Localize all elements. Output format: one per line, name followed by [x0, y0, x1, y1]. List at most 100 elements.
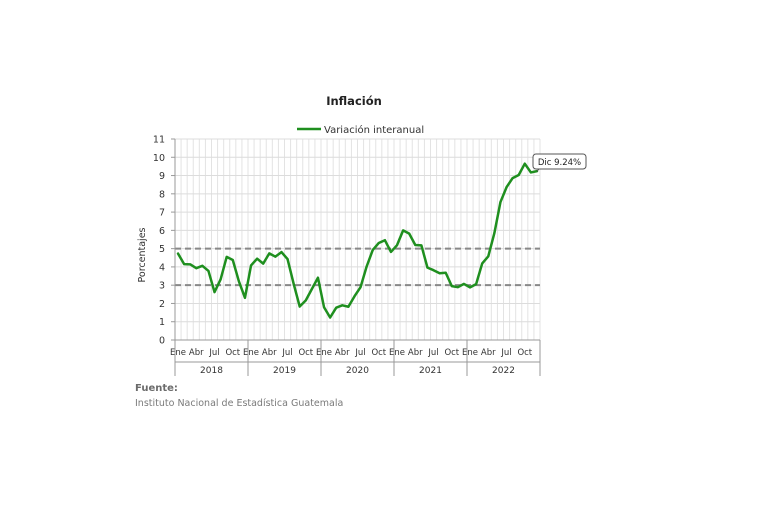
data-point: [256, 257, 258, 260]
x-tick-label: Jul: [354, 348, 365, 358]
series-layer: [176, 162, 539, 319]
data-point: [402, 229, 404, 232]
data-point: [457, 286, 459, 288]
data-point: [384, 239, 386, 242]
data-point: [329, 316, 331, 319]
data-point: [298, 305, 301, 308]
x-tick-label: Ene: [243, 348, 259, 358]
y-tick-label: 1: [159, 317, 165, 328]
x-tick-label: Oct: [298, 348, 313, 358]
data-point: [420, 244, 423, 247]
series-line-variacion-interanual: [176, 162, 539, 319]
annotation-layer: Dic 9.24%: [532, 153, 587, 172]
y-tick-label: 2: [159, 299, 165, 310]
data-point: [408, 232, 411, 235]
data-point: [286, 258, 289, 260]
data-point: [244, 296, 246, 299]
year-label: 2021: [419, 366, 442, 376]
x-tick-label: Jul: [281, 348, 292, 358]
x-tick-label: Jul: [208, 348, 219, 358]
y-tick-label: 9: [159, 171, 165, 182]
data-point: [177, 252, 179, 255]
data-point: [183, 263, 185, 265]
data-point: [469, 286, 471, 289]
data-point: [280, 251, 283, 253]
data-point: [195, 267, 198, 269]
data-point: [304, 299, 307, 302]
data-point: [238, 280, 240, 283]
x-tick-label: Abr: [335, 348, 350, 358]
y-tick-label: 0: [159, 336, 165, 347]
data-point: [523, 162, 526, 165]
x-tick-label: Oct: [444, 348, 459, 358]
grid: [174, 138, 541, 341]
data-point: [365, 265, 368, 268]
data-point: [475, 283, 477, 285]
x-tick-label: Abr: [262, 348, 277, 358]
y-tick-label: 5: [159, 244, 165, 255]
source-text: Instituto Nacional de Estadística Guatem…: [135, 398, 344, 409]
data-point: [311, 288, 313, 290]
data-point: [250, 264, 252, 267]
data-point: [517, 174, 520, 176]
y-tick-label: 6: [159, 226, 165, 237]
data-point: [530, 171, 532, 174]
data-point: [213, 291, 216, 293]
data-point: [268, 252, 271, 255]
data-point: [353, 295, 356, 298]
y-tick-label: 10: [153, 153, 165, 164]
legend-label: Variación interanual: [324, 124, 424, 136]
annotation-label: Dic 9.24%: [538, 158, 581, 168]
x-tick-label: Abr: [189, 348, 204, 358]
data-point: [481, 262, 484, 265]
data-point: [414, 244, 417, 246]
data-point: [505, 186, 508, 189]
y-tick-label: 3: [159, 281, 165, 292]
data-point: [317, 276, 319, 279]
x-tick-label: Oct: [371, 348, 386, 358]
data-point: [262, 262, 265, 265]
data-point: [371, 249, 374, 251]
y-tick-label: 11: [153, 135, 165, 146]
year-label: 2019: [273, 366, 296, 376]
source-label: Fuente:: [135, 383, 178, 394]
x-tick-label: Jul: [500, 348, 511, 358]
y-tick-label: 7: [159, 208, 165, 219]
data-point: [463, 283, 465, 285]
data-point: [390, 251, 392, 253]
x-tick-label: Abr: [408, 348, 423, 358]
data-point: [201, 265, 204, 267]
x-tick-label: Abr: [481, 348, 496, 358]
year-label: 2018: [200, 366, 223, 376]
data-point: [189, 263, 192, 266]
x-tick-label: Ene: [316, 348, 332, 358]
data-point: [231, 259, 234, 261]
data-point: [493, 232, 496, 234]
data-point: [323, 306, 325, 309]
data-point: [347, 305, 350, 308]
chart-title: Inflación: [326, 94, 382, 108]
y-axis-label: Porcentajes: [137, 227, 148, 282]
annotation-box: [532, 153, 587, 170]
data-point: [292, 282, 295, 285]
data-point: [450, 285, 453, 287]
data-point: [377, 242, 380, 244]
x-tick-label: Oct: [517, 348, 532, 358]
year-label: 2020: [346, 366, 369, 376]
data-point: [207, 270, 210, 272]
data-point: [426, 266, 429, 269]
data-point: [438, 272, 441, 275]
data-point: [219, 278, 222, 281]
data-point: [487, 255, 490, 258]
x-tick-label: Oct: [225, 348, 240, 358]
data-point: [274, 255, 277, 258]
data-point: [432, 269, 435, 271]
x-tick-label: Jul: [427, 348, 438, 358]
data-point: [225, 256, 228, 258]
data-point: [444, 271, 447, 274]
data-point: [511, 177, 514, 179]
y-tick-label: 8: [159, 189, 165, 200]
data-point: [341, 304, 344, 307]
